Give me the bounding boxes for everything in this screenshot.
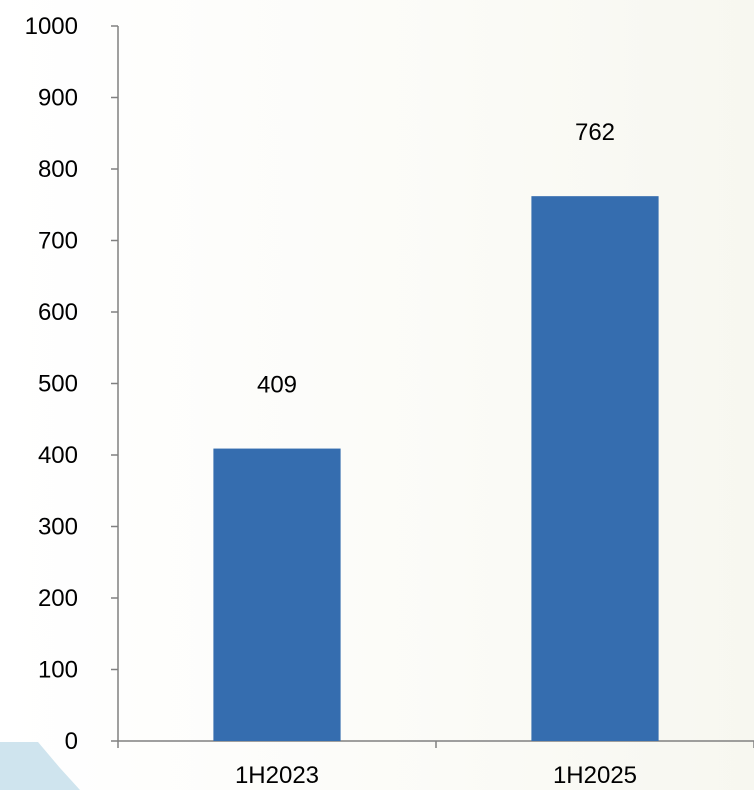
x-category-label: 1H2025	[553, 762, 637, 789]
y-tick-label: 400	[38, 442, 78, 469]
y-tick-label: 900	[38, 85, 78, 112]
y-tick-label: 0	[65, 728, 78, 755]
y-tick-label: 200	[38, 585, 78, 612]
y-tick-label: 1000	[25, 13, 78, 40]
decorative-corner-shape	[0, 742, 80, 790]
y-tick-label: 500	[38, 371, 78, 398]
y-tick-label: 700	[38, 228, 78, 255]
data-label: 409	[257, 372, 297, 399]
y-tick-label: 800	[38, 156, 78, 183]
bar-1h2023	[213, 448, 341, 741]
y-tick-label: 600	[38, 299, 78, 326]
y-tick-label: 100	[38, 657, 78, 684]
data-label: 762	[575, 119, 615, 146]
bar-1h2025	[531, 196, 659, 742]
y-tick-label: 300	[38, 514, 78, 541]
x-category-label: 1H2023	[235, 762, 319, 789]
